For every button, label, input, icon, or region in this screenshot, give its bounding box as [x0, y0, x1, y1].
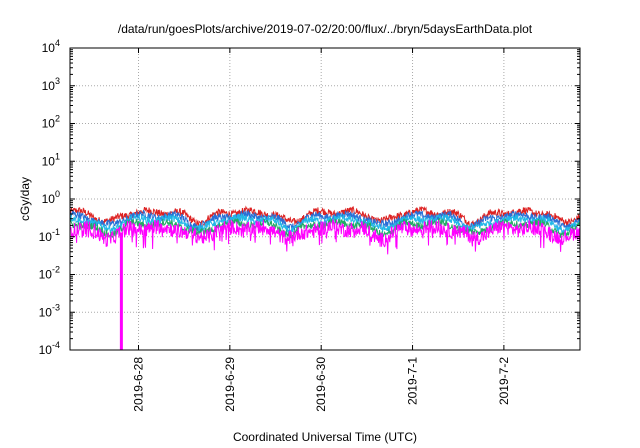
x-axis: 2019-6-28 2019-6-29 2019-6-30 2019-7-1 2019-… — [132, 48, 511, 412]
y-tick-label: 104 — [42, 38, 60, 55]
y-tick-label: 101 — [42, 151, 60, 168]
y-tick-label: 100 — [42, 189, 60, 206]
data-series-line — [69, 205, 581, 229]
x-tick-label: 2019-6-30 — [314, 357, 328, 412]
y-tick-label: 102 — [42, 114, 60, 131]
grid-lines — [70, 48, 580, 350]
y-axis-label: cGy/day — [18, 177, 32, 221]
y-tick-label: 10-1 — [39, 227, 60, 244]
x-tick-label: 2019-6-29 — [223, 357, 237, 412]
x-tick-label: 2019-6-28 — [132, 357, 146, 412]
y-tick-label: 10-2 — [39, 265, 60, 282]
x-tick-label: 2019-7-2 — [497, 357, 511, 405]
y-tick-label: 103 — [42, 76, 60, 93]
data-series-group — [69, 205, 581, 350]
y-tick-label: 10-3 — [39, 302, 60, 319]
x-tick-label: 2019-7-1 — [406, 357, 420, 405]
x-axis-label: Coordinated Universal Time (UTC) — [233, 430, 417, 444]
y-tick-label: 10-4 — [39, 340, 60, 357]
y-axis: 104 103 102 101 100 10-1 10-2 10-3 10-4 — [39, 38, 580, 357]
chart-title: /data/run/goesPlots/archive/2019-07-02/2… — [118, 22, 533, 36]
data-series-line — [69, 218, 581, 255]
